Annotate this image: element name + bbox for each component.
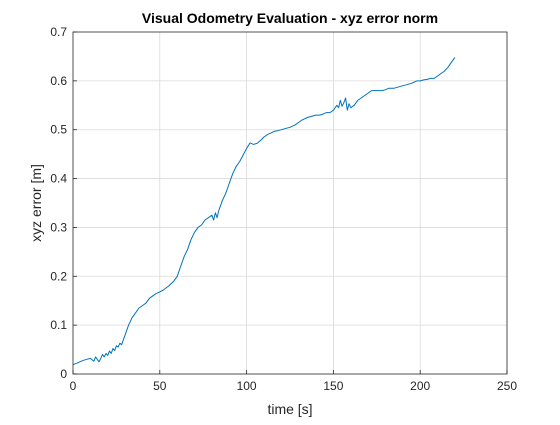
- y-tick-label: 0.7: [50, 25, 67, 39]
- axes-box: [72, 31, 508, 375]
- x-tick-label: 250: [497, 379, 517, 393]
- series-layer: [72, 57, 456, 366]
- x-tick-label: 50: [153, 379, 167, 393]
- chart-title: Visual Odometry Evaluation - xyz error n…: [142, 10, 438, 26]
- y-axis-label: xyz error [m]: [28, 164, 44, 242]
- y-tick-label: 0.1: [50, 318, 67, 332]
- y-tick-label: 0.5: [50, 123, 67, 137]
- x-axis-ticks: 0 50 100 150 200 250: [70, 370, 517, 393]
- y-tick-label: 0.6: [50, 74, 67, 88]
- y-tick-label: 0: [60, 367, 67, 381]
- x-axis-label: time [s]: [267, 401, 312, 417]
- x-tick-label: 0: [70, 379, 77, 393]
- y-tick-label: 0.3: [50, 220, 67, 234]
- y-tick-label: 0.4: [50, 172, 67, 186]
- x-tick-label: 200: [410, 379, 430, 393]
- x-tick-label: 100: [237, 379, 257, 393]
- x-tick-label: 150: [323, 379, 343, 393]
- grid: [73, 32, 507, 374]
- y-tick-label: 0.2: [50, 269, 67, 283]
- series-line: [72, 57, 456, 366]
- y-axis-ticks: 0 0.1 0.2 0.3 0.4 0.5 0.6 0.7: [50, 25, 77, 381]
